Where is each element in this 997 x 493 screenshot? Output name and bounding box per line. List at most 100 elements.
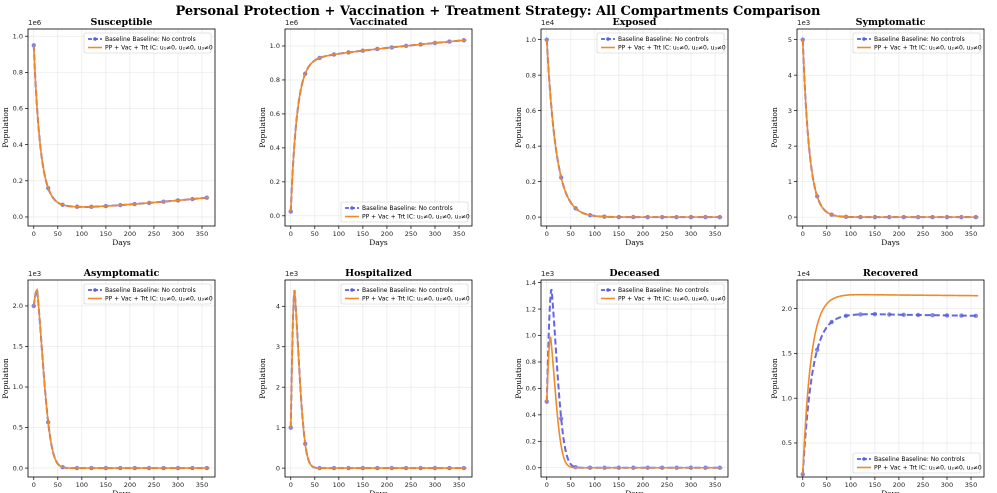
- plot-area: [800, 293, 979, 477]
- y-axis-label: Population: [1, 358, 10, 399]
- x-axis-label: Days: [112, 238, 131, 247]
- x-tick-label: 350: [965, 230, 977, 238]
- legend-baseline-marker: [350, 206, 354, 210]
- panel-title: Deceased: [609, 268, 660, 279]
- series-baseline-marker: [959, 313, 964, 318]
- series-baseline-line: [289, 39, 467, 212]
- y-tick-label: 2: [788, 142, 792, 150]
- legend-box: [852, 32, 981, 54]
- series-controlled-line: [545, 39, 723, 218]
- legend-baseline-marker: [606, 288, 610, 292]
- legend: Baseline Baseline: No controls PP + Vac +…: [83, 32, 213, 54]
- series-baseline-marker: [31, 43, 36, 48]
- x-tick-label: 50: [567, 481, 575, 489]
- x-tick-label: 350: [453, 481, 465, 489]
- axes-frame: [27, 28, 216, 227]
- y-tick-label: 1.5: [782, 350, 792, 358]
- axis-multiplier: 1e3: [797, 19, 810, 27]
- x-tick-label: 50: [823, 481, 831, 489]
- panel-recovered: Recovered 1e4 0 50 100 150 200 250 300 350 0.5 1.0 1…: [770, 268, 985, 493]
- plot-area: [800, 37, 979, 220]
- axis-multiplier: 1e4: [797, 270, 811, 278]
- y-tick-label: 1.0: [13, 32, 23, 40]
- x-tick-label: 150: [100, 230, 112, 238]
- series-baseline-line: [801, 313, 979, 475]
- axes-frame: [796, 279, 985, 478]
- x-tick-label: 200: [893, 230, 905, 238]
- x-tick-label: 0: [545, 481, 549, 489]
- axis-multiplier: 1e6: [28, 19, 42, 27]
- panel-vaccinated: Vaccinated 1e6 0 50 100 150 200 250 300 350 0.0 0.2…: [258, 17, 473, 247]
- series-baseline-marker: [858, 312, 863, 317]
- panel-title: Symptomatic: [856, 17, 926, 28]
- y-axis-label: Population: [258, 107, 267, 148]
- y-tick-label: 1.2: [526, 305, 536, 313]
- y-tick-label: 3: [276, 343, 280, 351]
- x-axis-label: Days: [112, 489, 131, 493]
- series-controlled-line: [32, 45, 210, 208]
- legend: Baseline Baseline: No controls PP + Vac +…: [340, 201, 470, 223]
- legend-baseline-label: Baseline Baseline: No controls: [105, 287, 196, 294]
- panel-title: Hospitalized: [345, 268, 412, 279]
- series-baseline-marker: [887, 312, 892, 317]
- x-tick-label: 150: [869, 230, 881, 238]
- x-tick-label: 350: [709, 230, 721, 238]
- legend-controlled-label: PP + Vac + Trt IC: u₁≠0, u₂≠0, u₃≠0: [618, 45, 726, 52]
- series-controlled-line: [289, 289, 467, 469]
- legend-controlled-label: PP + Vac + Trt IC: u₁≠0, u₂≠0, u₃≠0: [618, 296, 726, 303]
- x-tick-label: 300: [685, 230, 697, 238]
- y-tick-label: 5: [788, 36, 792, 44]
- legend-baseline-marker: [93, 37, 97, 41]
- legend-controlled-label: PP + Vac + Trt IC: u₁≠0, u₂≠0, u₃≠0: [105, 296, 213, 303]
- x-tick-label: 150: [100, 481, 112, 489]
- x-tick-label: 50: [54, 481, 62, 489]
- legend-box: [340, 201, 469, 223]
- y-tick-label: 1.0: [782, 394, 792, 402]
- panel-asymptomatic: Asymptomatic 1e3 0 50 100 150 200 250 300 350 0.0 0…: [1, 268, 216, 493]
- y-tick-label: 0.4: [526, 411, 536, 419]
- y-tick-label: 1.0: [270, 42, 280, 50]
- y-tick-label: 0.2: [13, 177, 23, 185]
- panel-title: Susceptible: [91, 17, 153, 28]
- x-tick-label: 0: [801, 230, 805, 238]
- plot-area: [31, 43, 210, 210]
- series-baseline-marker: [829, 319, 834, 325]
- panel-deceased: Deceased 1e3 0 50 100 150 200 250 300 350 0.0 0.2 0.…: [514, 268, 729, 493]
- y-tick-label: 0.5: [13, 424, 23, 432]
- x-tick-label: 0: [32, 481, 36, 489]
- legend: Baseline Baseline: No controls PP + Vac +…: [852, 452, 982, 474]
- x-axis-label: Days: [625, 238, 644, 247]
- series-controlled-line: [289, 39, 467, 212]
- x-tick-label: 350: [709, 481, 721, 489]
- legend-baseline-marker: [862, 457, 866, 461]
- legend-box: [596, 283, 725, 305]
- legend-baseline-label: Baseline Baseline: No controls: [618, 287, 709, 294]
- x-tick-label: 250: [661, 230, 673, 238]
- x-tick-label: 200: [637, 481, 649, 489]
- series-controlled-line: [801, 293, 979, 475]
- y-tick-label: 0.8: [526, 71, 536, 79]
- series-baseline-line: [801, 39, 979, 219]
- x-tick-label: 0: [545, 230, 549, 238]
- legend: Baseline Baseline: No controls PP + Vac +…: [83, 283, 213, 305]
- y-tick-label: 0.8: [526, 358, 536, 366]
- y-tick-label: 2.0: [782, 305, 792, 313]
- series-baseline-line: [545, 39, 723, 219]
- x-tick-label: 150: [613, 230, 625, 238]
- y-tick-label: 0.4: [526, 142, 536, 150]
- y-tick-label: 0.2: [526, 438, 536, 446]
- x-tick-label: 300: [941, 481, 953, 489]
- figure-title: Personal Protection + Vaccination + Trea…: [175, 4, 821, 19]
- y-tick-label: 1: [276, 424, 280, 432]
- axis-multiplier: 1e3: [28, 270, 41, 278]
- x-tick-label: 0: [32, 230, 36, 238]
- y-tick-label: 2: [276, 383, 280, 391]
- axes-frame: [284, 28, 473, 227]
- x-tick-label: 250: [148, 230, 160, 238]
- y-tick-label: 1: [788, 178, 792, 186]
- y-tick-label: 0.5: [782, 439, 792, 447]
- legend: Baseline Baseline: No controls PP + Vac +…: [596, 32, 726, 54]
- legend-controlled-label: PP + Vac + Trt IC: u₁≠0, u₂≠0, u₃≠0: [874, 45, 982, 52]
- x-tick-label: 300: [941, 230, 953, 238]
- x-tick-label: 200: [893, 481, 905, 489]
